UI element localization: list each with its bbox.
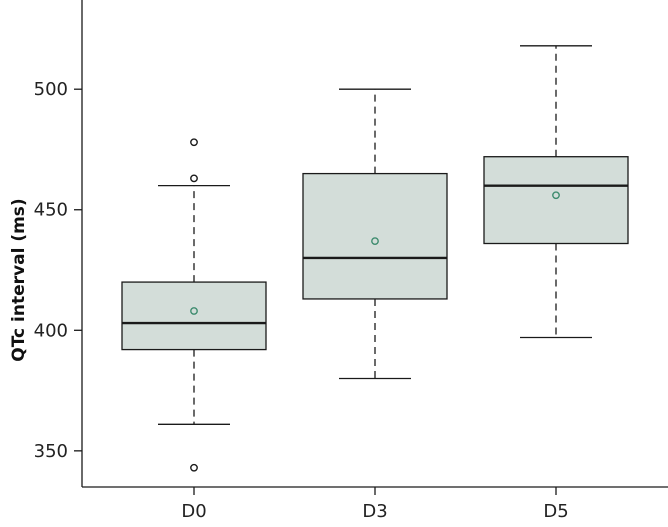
iqr-box — [121, 281, 267, 351]
box-group-d5 — [483, 45, 629, 339]
y-tick-label: 500 — [34, 79, 68, 100]
y-tick-label: 400 — [34, 320, 68, 341]
y-tick-label: 450 — [34, 200, 68, 221]
outlier-point — [190, 138, 198, 147]
x-tick-label: D5 — [543, 501, 568, 522]
box-group-d3 — [302, 88, 448, 380]
iqr-box — [302, 172, 448, 300]
y-tick-label: 350 — [34, 441, 68, 462]
iqr-box — [483, 156, 629, 245]
y-axis-title: QTc interval (ms) — [9, 198, 29, 361]
outlier-point — [190, 463, 198, 472]
x-tick-label: D0 — [181, 501, 206, 522]
x-tick-label: D3 — [362, 501, 387, 522]
x-ticks: D0 D3 D5 — [181, 487, 569, 522]
box-group-d0 — [121, 138, 267, 472]
mean-marker — [190, 307, 198, 315]
mean-marker — [552, 191, 560, 200]
mean-marker — [371, 237, 379, 245]
y-ticks: 350 400 450 500 — [34, 79, 82, 462]
boxes — [121, 45, 629, 472]
outlier-point — [190, 174, 198, 183]
